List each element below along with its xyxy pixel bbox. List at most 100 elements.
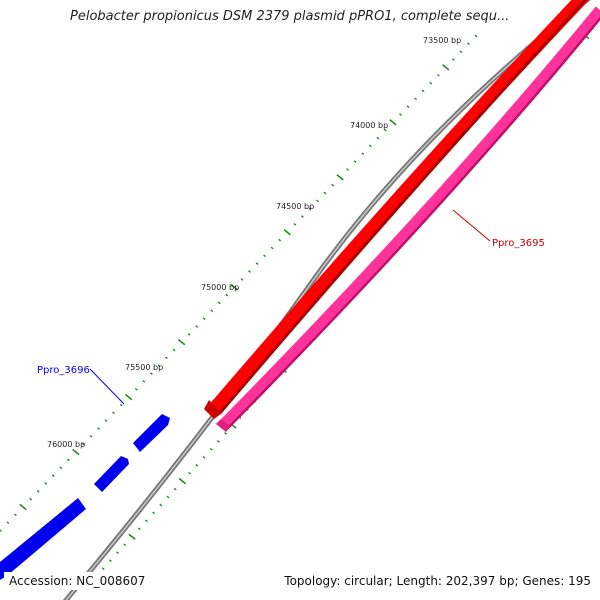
ruler-minor-tick (216, 440, 220, 443)
ruler-minor-tick (255, 262, 259, 265)
ruler-minor-tick (414, 97, 418, 101)
ruler-minor-tick (383, 128, 387, 132)
ruler-minor-tick (152, 511, 156, 515)
ruler-minor-tick (59, 466, 63, 470)
ruler-minor-tick (217, 301, 221, 305)
tick-label-74500: 74500 bp (276, 202, 314, 211)
ruler-minor-tick (104, 419, 108, 422)
ruler-minor-tick (346, 168, 350, 171)
ruler-minor-tick (0, 529, 2, 532)
ruler-minor-tick (157, 364, 161, 368)
ruler-minor-tick (81, 442, 85, 446)
tick-label-74000: 74000 bp (350, 121, 388, 130)
ruler-minor-tick (195, 325, 199, 328)
ruler-minor-tick (210, 309, 214, 313)
ruler-minor-tick (399, 113, 402, 116)
ruler-minor-tick (97, 427, 100, 430)
ruler-minor-tick (36, 489, 40, 493)
ruler-minor-tick (406, 105, 410, 108)
ruler-minor-tick (173, 487, 177, 491)
ruler-major-tick (128, 533, 136, 540)
extra-track-shade (224, 16, 600, 432)
ruler-minor-tick (202, 317, 206, 320)
ruler-major-tick (283, 229, 291, 236)
ruler-major-tick (442, 64, 450, 71)
ruler-minor-tick (300, 215, 304, 218)
ruler-minor-tick (44, 482, 48, 485)
ruler-minor-tick (159, 503, 163, 507)
extra-track-end (216, 419, 230, 432)
ruler-minor-tick (459, 50, 463, 54)
ruler-minor-tick (278, 238, 282, 242)
ruler-minor-tick (353, 160, 357, 163)
ruler-major-tick (177, 338, 186, 346)
ruler-minor-tick (164, 356, 168, 360)
ruler-minor-tick (172, 348, 176, 352)
ruler-minor-tick (293, 223, 297, 226)
ruler-minor-tick (123, 543, 127, 547)
ruler-minor-tick (331, 183, 335, 187)
ruler-minor-tick (187, 332, 191, 336)
ruler-minor-tick (101, 567, 105, 570)
forward-gene-arrowhead (204, 400, 222, 419)
reverse-gene-2 (94, 456, 129, 492)
ruler-minor-tick (225, 293, 229, 297)
ruler-minor-tick (166, 495, 170, 499)
ruler-major-tick (19, 503, 27, 511)
ruler-minor-tick (188, 471, 192, 475)
ruler-minor-tick (451, 58, 455, 61)
ruler-minor-tick (474, 34, 478, 38)
ruler-minor-tick (224, 432, 228, 435)
tick-label-75500: 75500 bp (125, 363, 163, 372)
ruler-minor-tick (66, 458, 70, 462)
ruler-minor-tick (263, 254, 267, 258)
ruler-minor-tick (6, 521, 10, 525)
label-leader-ppro3695 (452, 209, 491, 242)
ruler-major-tick (230, 283, 239, 291)
reverse-gene-3 (0, 498, 86, 580)
ruler-minor-tick (149, 372, 153, 375)
ruler-minor-tick (202, 455, 206, 459)
summary-label: Topology: circular; Length: 202,397 bp; … (279, 572, 596, 590)
ruler-minor-tick (137, 527, 141, 531)
ruler-minor-tick (142, 380, 146, 383)
label-leader-ppro3696 (89, 368, 125, 405)
backbone-highlight (65, 0, 588, 600)
gene-label-ppro3696[interactable]: Ppro_3696 (37, 365, 90, 376)
ruler-minor-tick (112, 411, 116, 415)
ruler-minor-tick (51, 474, 55, 477)
reverse-gene-1 (133, 414, 170, 452)
ruler-minor-tick (316, 199, 319, 203)
ruler-major-tick (336, 174, 344, 181)
ruler-minor-tick (429, 81, 433, 85)
ruler-minor-tick (195, 463, 199, 467)
ruler-minor-tick (29, 497, 33, 501)
forward-gene-track-shade (218, 0, 588, 414)
ruler-dots (0, 18, 600, 570)
ruler-minor-tick (119, 403, 123, 407)
ruler-minor-tick (13, 513, 17, 517)
ruler-minor-tick (270, 246, 274, 250)
ruler-minor-tick (376, 136, 380, 140)
ruler-minor-tick (466, 42, 470, 46)
gene-label-ppro3695[interactable]: Ppro_3695 (492, 238, 545, 249)
ruler-minor-tick (436, 73, 440, 77)
ruler-major-tick (72, 448, 80, 456)
ruler-minor-tick (144, 519, 148, 523)
ruler-minor-tick (108, 559, 112, 562)
tick-label-75000: 75000 bp (201, 283, 239, 292)
ruler-minor-tick (116, 551, 120, 554)
ruler-minor-tick (248, 270, 251, 273)
ruler-minor-tick (368, 144, 372, 148)
map-title: Pelobacter propionicus DSM 2379 plasmid … (70, 9, 510, 24)
accession-label: Accession: NC_008607 (4, 572, 151, 590)
ruler-minor-tick (209, 447, 213, 451)
ruler-minor-tick (134, 387, 138, 391)
backbone-line (62, 0, 591, 600)
ruler-minor-tick (89, 434, 93, 438)
ruler-minor-tick (421, 89, 425, 93)
ruler-minor-tick (240, 278, 244, 281)
ruler-minor-tick (361, 152, 365, 156)
